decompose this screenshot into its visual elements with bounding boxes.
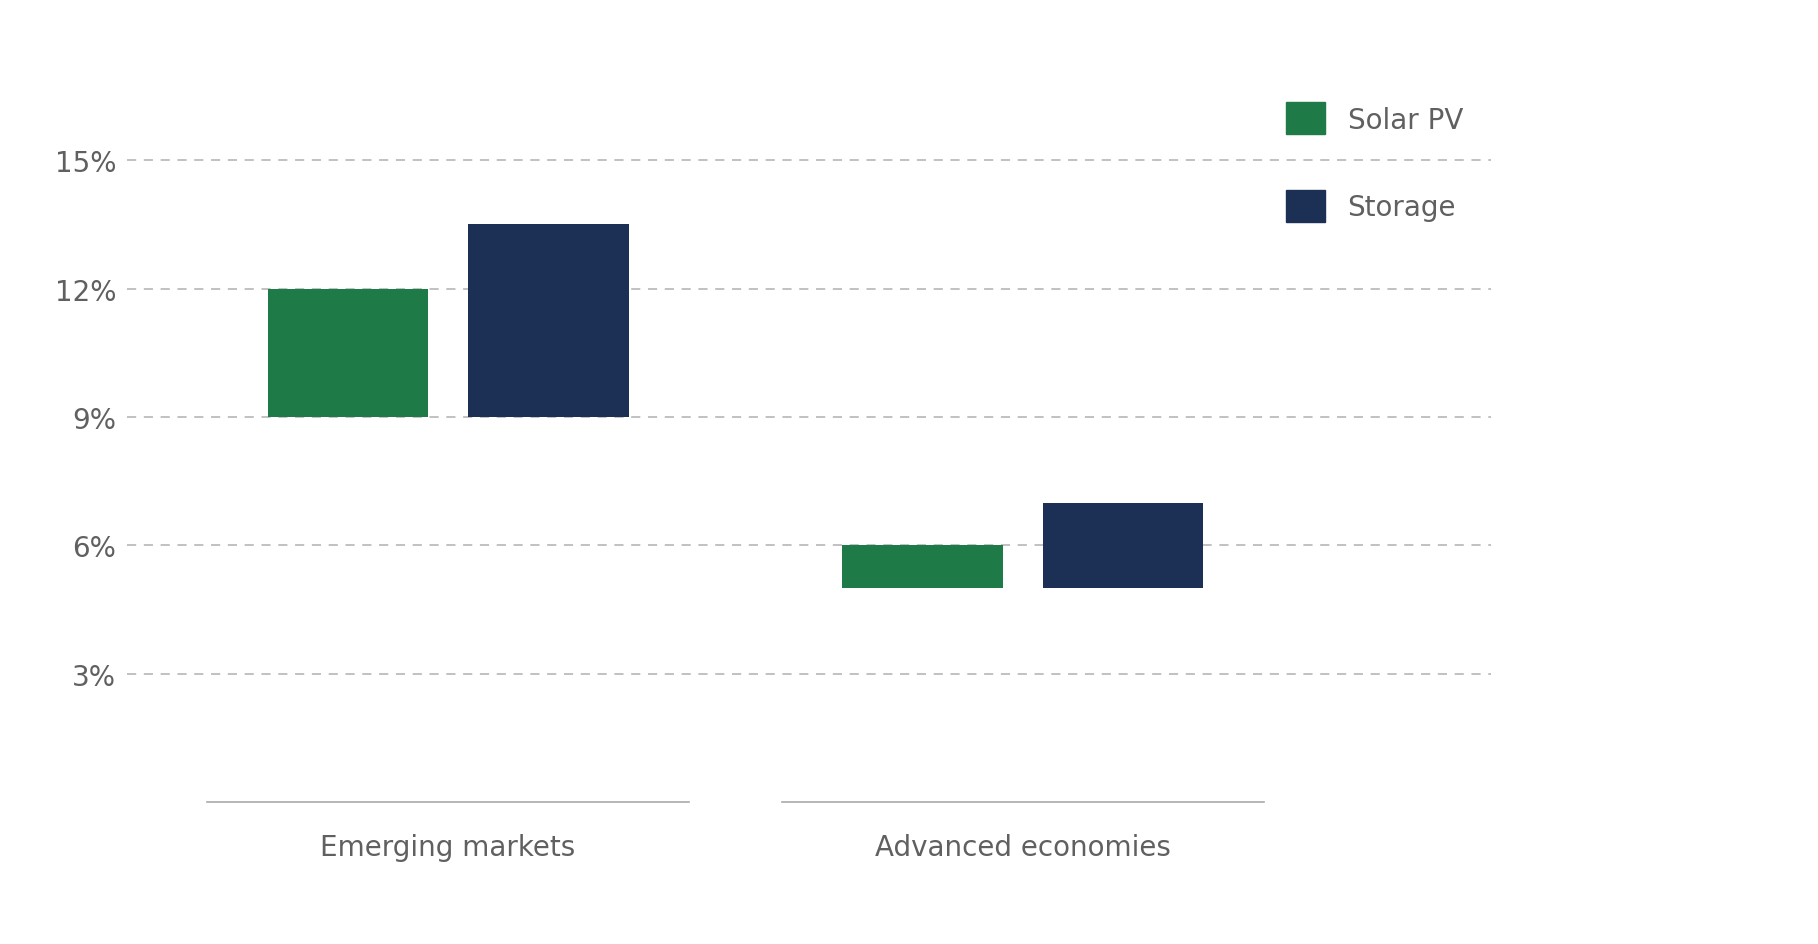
Bar (842, 546, 1004, 589)
Bar (469, 226, 629, 417)
Bar (267, 289, 427, 417)
Bar (1044, 503, 1204, 589)
Legend: Solar PV, Storage: Solar PV, Storage (1273, 90, 1476, 237)
